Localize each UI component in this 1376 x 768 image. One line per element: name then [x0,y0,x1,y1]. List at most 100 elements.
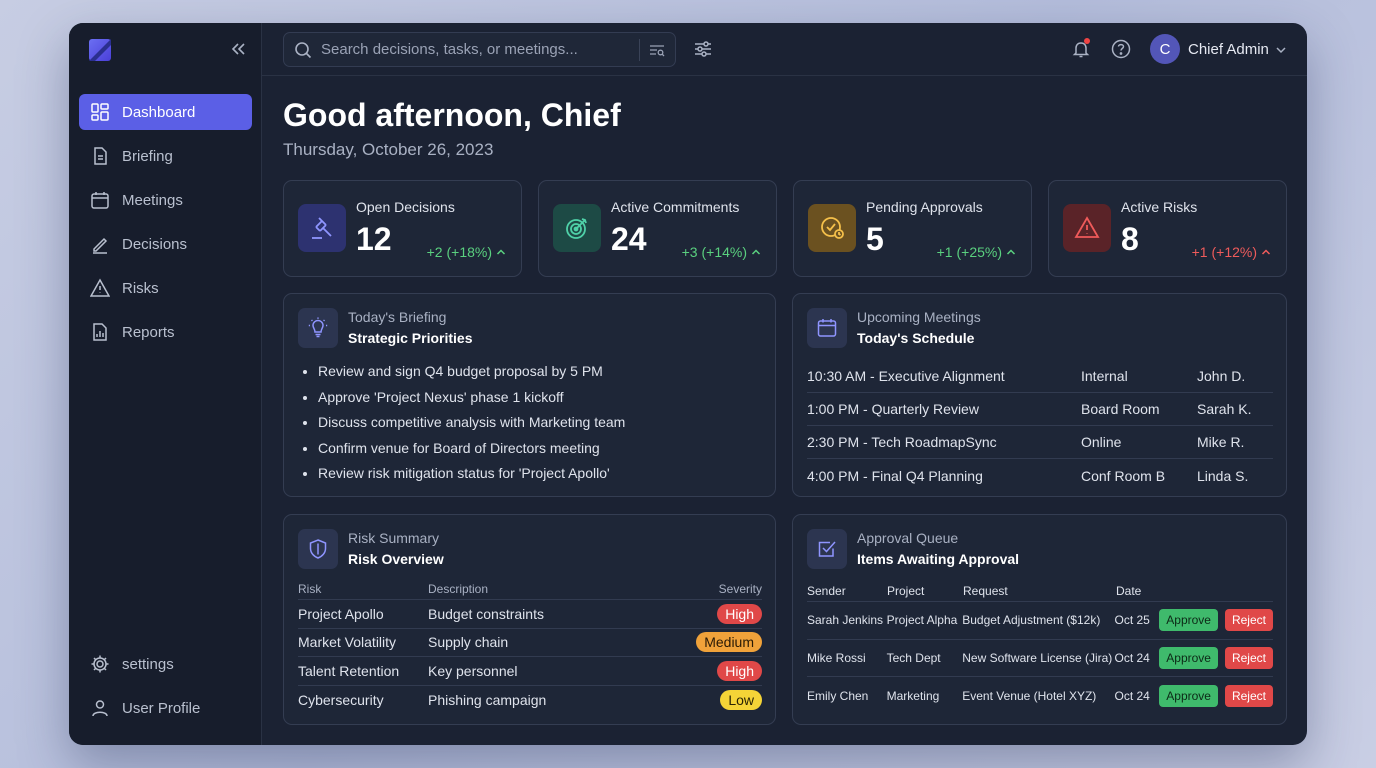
stat-card-open-decisions[interactable]: Open Decisions 12 +2 (+18%) [283,180,522,277]
sidebar-item-label: Meetings [122,191,183,209]
user-menu[interactable]: C Chief Admin [1150,34,1287,64]
stat-value: 12 [356,221,392,257]
search-icon [294,41,312,59]
table-row: Sarah Jenkins Project Alpha Budget Adjus… [807,602,1273,640]
table-row[interactable]: Market Volatility Supply chain Medium [298,629,762,657]
table-row: Mike Rossi Tech Dept New Software Licens… [807,640,1273,677]
table-row[interactable]: Cybersecurity Phishing campaign Low [298,686,762,715]
table-row[interactable]: Talent Retention Key personnel High [298,657,762,686]
sidebar-item-risks[interactable]: Risks [79,270,252,306]
table-row[interactable]: 10:30 AM - Executive Alignment Internal … [807,360,1273,393]
meeting-owner: John D. [1197,368,1246,384]
approval-request: Budget Adjustment ($12k) [962,613,1101,628]
stat-card-active-risks[interactable]: Active Risks 8 +1 (+12%) [1048,180,1287,277]
search-options-icon[interactable] [649,42,665,58]
approve-button[interactable]: Approve [1159,646,1218,669]
user-name: Chief Admin [1188,40,1269,58]
meeting-owner: Mike R. [1197,434,1245,450]
approval-project: Project Alpha [886,613,958,628]
shield-icon [298,529,338,569]
calendar-icon [807,308,847,348]
table-header: Risk Description Severity [298,579,762,600]
table-row: Emily Chen Marketing Event Venue (Hotel … [807,677,1273,715]
notification-dot [1084,38,1090,44]
meeting-time: 1:00 PM - Quarterly Review [807,401,979,417]
warning-icon [1063,204,1111,252]
gear-icon [90,654,110,674]
table-row[interactable]: Project Apollo Budget constraints High [298,600,762,629]
notification-bell-icon[interactable] [1071,38,1091,59]
table-row[interactable]: 2:30 PM - Tech RoadmapSync Online Mike R… [807,426,1273,459]
approval-sender: Mike Rossi [807,650,866,665]
warning-icon [90,278,110,298]
stat-delta: +1 (+25%) [937,244,1016,260]
stat-label: Pending Approvals [866,199,983,215]
help-icon[interactable] [1111,39,1131,59]
page-title: Good afternoon, Chief [283,97,621,133]
sidebar-item-decisions[interactable]: Decisions [79,226,252,262]
column-header: Date [1116,584,1142,598]
sidebar-item-label: Risks [122,279,159,297]
approvals-panel: Approval Queue Items Awaiting Approval S… [792,514,1287,725]
sidebar-bottom: settings User Profile [79,646,252,734]
column-header: Risk [298,582,322,596]
approve-button[interactable]: Approve [1159,684,1218,707]
risk-panel: Risk Summary Risk Overview Risk Descript… [283,514,776,725]
chevron-up-icon [496,249,506,255]
approval-sender: Emily Chen [807,688,869,703]
dashboard-icon [90,102,110,122]
stat-delta-text: +1 (+25%) [936,244,1002,260]
column-header: Severity [718,582,762,596]
list-item: Approve 'Project Nexus' phase 1 kickoff [318,387,625,413]
approval-table: Sender Project Request Date Sarah Jenkin… [807,581,1273,715]
panel-subtitle: Today's Briefing [348,309,447,325]
column-header: Description [428,582,489,596]
sidebar-item-meetings[interactable]: Meetings [79,182,252,218]
list-item: Confirm venue for Board of Directors mee… [318,438,625,464]
sidebar-nav: Dashboard Briefing Meetings Decisions [79,94,252,358]
stat-label: Open Decisions [356,199,455,215]
meeting-owner: Sarah K. [1197,401,1252,417]
topbar: C Chief Admin [262,23,1307,76]
stat-value: 5 [866,221,884,257]
filter-sliders-icon[interactable] [693,40,713,58]
severity-badge: High [717,603,762,624]
search-input[interactable] [321,41,639,58]
meeting-time: 10:30 AM - Executive Alignment [807,368,1005,384]
stat-card-pending-approvals[interactable]: Pending Approvals 5 +1 (+25%) [793,180,1032,277]
chevron-up-icon [1006,249,1016,255]
approval-project: Tech Dept [886,650,941,665]
sidebar-item-dashboard[interactable]: Dashboard [79,94,252,130]
sidebar-item-user-profile[interactable]: User Profile [79,690,252,726]
list-item: Review risk mitigation status for 'Proje… [318,463,625,489]
list-item: Review and sign Q4 budget proposal by 5 … [318,361,625,387]
sidebar-item-reports[interactable]: Reports [79,314,252,350]
user-icon [90,698,110,718]
logo-icon[interactable] [89,39,111,61]
approve-button[interactable]: Approve [1159,609,1218,632]
risk-table: Risk Description Severity Project Apollo… [298,579,762,714]
document-icon [90,146,110,166]
column-header: Request [963,584,1008,598]
reject-button[interactable]: Reject [1224,646,1273,669]
stat-delta: +3 (+14%) [682,244,761,260]
stat-label: Active Commitments [611,199,740,215]
stat-value: 24 [611,221,647,257]
sidebar-item-briefing[interactable]: Briefing [79,138,252,174]
approval-date: Oct 24 [1114,688,1150,703]
sidebar-item-label: User Profile [122,699,201,717]
stat-delta: +2 (+18%) [427,244,506,260]
table-row[interactable]: 4:00 PM - Final Q4 Planning Conf Room B … [807,459,1273,492]
stat-delta-text: +1 (+12%) [1191,244,1257,260]
collapse-sidebar-icon[interactable] [229,40,247,58]
table-row[interactable]: 1:00 PM - Quarterly Review Board Room Sa… [807,393,1273,426]
reject-button[interactable]: Reject [1224,684,1273,707]
meeting-time: 2:30 PM - Tech RoadmapSync [807,434,997,450]
sidebar-item-settings[interactable]: settings [79,646,252,682]
reject-button[interactable]: Reject [1224,609,1273,632]
meetings-panel: Upcoming Meetings Today's Schedule 10:30… [792,293,1287,497]
meeting-location: Board Room [1081,401,1160,417]
stat-card-active-commitments[interactable]: Active Commitments 24 +3 (+14%) [538,180,777,277]
panel-title: Items Awaiting Approval [857,551,1020,567]
approval-date: Oct 24 [1114,650,1150,665]
